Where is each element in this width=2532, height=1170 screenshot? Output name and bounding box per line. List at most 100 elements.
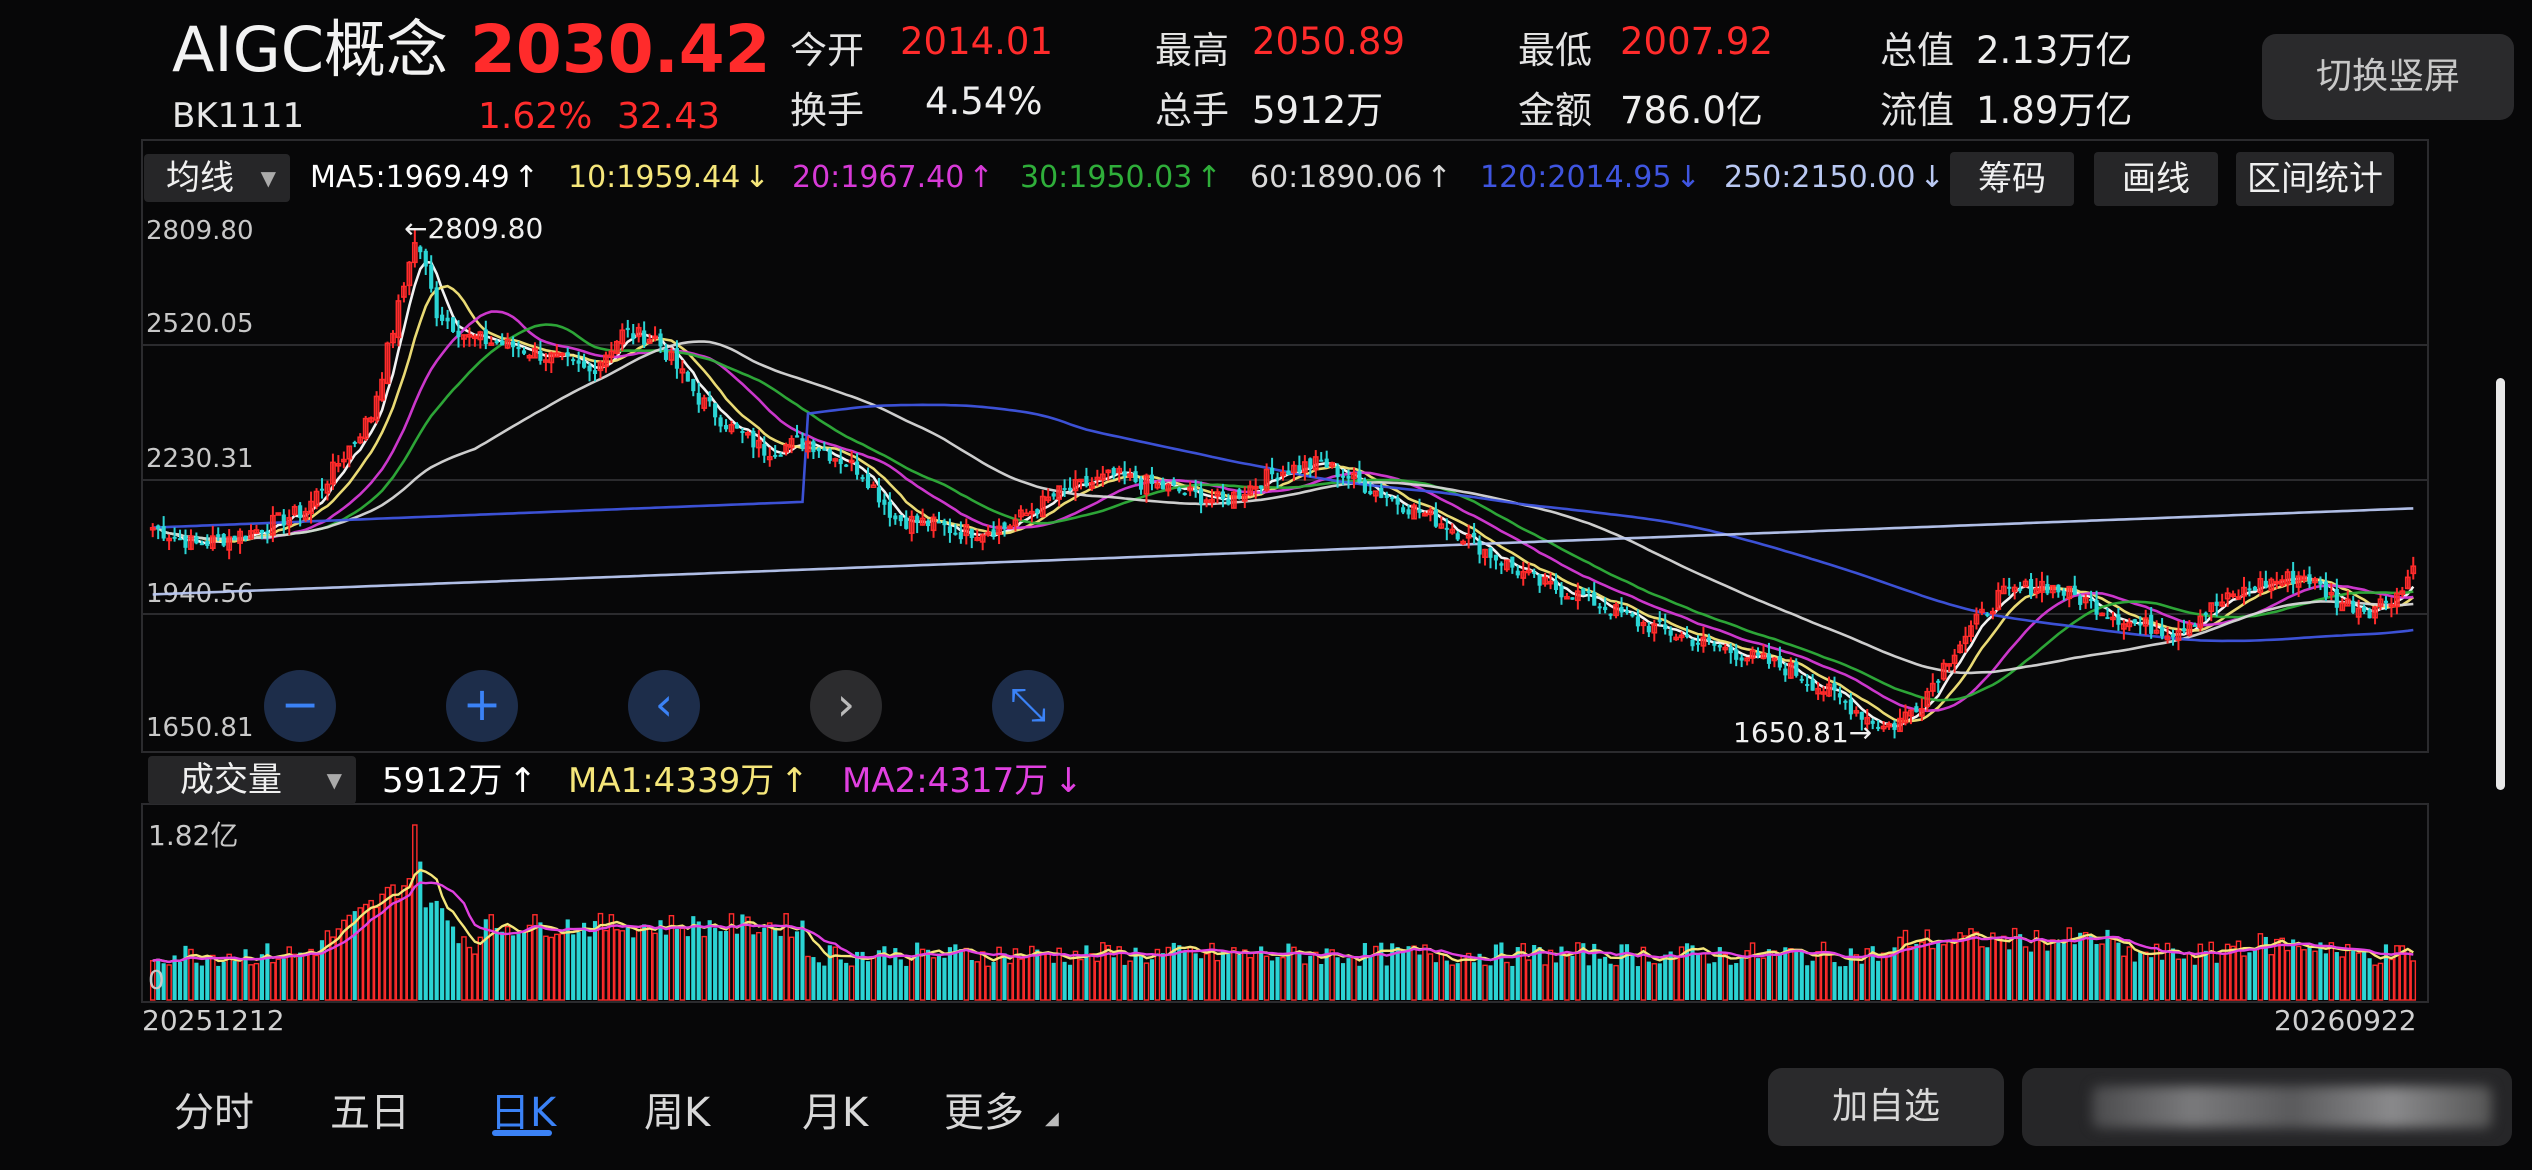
candle-body-down xyxy=(1111,467,1116,476)
candle-body-down xyxy=(450,317,456,332)
volume-bar-down xyxy=(1586,965,1591,1000)
candle-body-up xyxy=(1957,644,1963,654)
candle-body-down xyxy=(2149,614,2154,634)
candle-body-down xyxy=(1062,488,1067,491)
candle-body-up xyxy=(340,458,347,463)
candle-body-down xyxy=(1624,610,1630,613)
volume-bar-down xyxy=(887,965,892,1000)
tab-5[interactable]: 更多 xyxy=(944,1090,1024,1136)
volume-bar-up xyxy=(908,958,915,1001)
volume-bar-down xyxy=(298,952,303,1000)
candles xyxy=(149,230,2417,739)
zoom-out-icon[interactable]: − xyxy=(264,670,336,742)
candle-body-up xyxy=(1039,495,1046,518)
candle-body-down xyxy=(1805,684,1810,687)
chevron-right-icon[interactable]: › xyxy=(810,670,882,742)
volume-bar-up xyxy=(1329,949,1335,1001)
ma-legend-item: MA5:1969.49 ↑ xyxy=(310,158,539,198)
volume-ma-line xyxy=(152,868,2414,964)
volume-bar-down xyxy=(936,953,942,1000)
volume-bar-down xyxy=(642,924,647,1000)
volume-bar-down xyxy=(751,934,756,1000)
volume-bar-up xyxy=(979,951,986,1001)
volume-bar-down xyxy=(1876,960,1881,1000)
volume-bar-down xyxy=(1712,962,1717,1000)
candle-body-up xyxy=(2153,629,2160,634)
candle-body-up xyxy=(1209,498,1215,504)
candle-body-down xyxy=(576,360,581,364)
tab-2[interactable]: 日K xyxy=(490,1090,557,1136)
candle-body-down xyxy=(642,330,647,345)
candle-body-up xyxy=(919,517,926,526)
candle-body-down xyxy=(483,329,488,345)
volume-axis-max: 1.82亿 xyxy=(148,819,239,852)
chart-grid xyxy=(141,139,2429,1003)
candle-body-down xyxy=(2160,627,2165,637)
volume-selector[interactable]: 成交量 ▼ xyxy=(148,756,356,804)
candle-body-down xyxy=(1357,471,1362,482)
volume-bar-up xyxy=(2121,955,2127,1001)
zoom-in-icon[interactable]: + xyxy=(446,670,518,742)
volume-bar-down xyxy=(904,965,909,1000)
tool-button-1[interactable]: 画线 xyxy=(2094,152,2218,206)
volume-bar-down xyxy=(1395,947,1400,1000)
volume-bar-down xyxy=(723,930,729,1000)
candle-body-up xyxy=(1007,525,1013,530)
candle-body-down xyxy=(516,346,521,350)
volume-bar-up xyxy=(1924,929,1931,1001)
scrollbar[interactable] xyxy=(2496,378,2505,790)
volume-bar-down xyxy=(1319,964,1324,1000)
volume-bar-down xyxy=(2334,952,2339,1000)
volume-bar-down xyxy=(1657,963,1662,1000)
volume-bar-down xyxy=(319,940,325,1000)
candle-body-down xyxy=(1379,487,1384,498)
candle-body-down xyxy=(1914,706,1919,713)
candle-body-up xyxy=(2197,615,2204,629)
volume-bar-down xyxy=(1619,944,1624,1000)
tool-button-2[interactable]: 区间统计 xyxy=(2236,152,2394,206)
chevron-left-icon[interactable]: ‹ xyxy=(628,670,700,742)
tab-0[interactable]: 分时 xyxy=(174,1090,254,1136)
candle-body-up xyxy=(2339,602,2346,612)
candle-body-down xyxy=(1444,527,1449,530)
volume-bar-up xyxy=(2164,942,2171,1001)
volume-bar-up xyxy=(226,953,232,1001)
candle-body-up xyxy=(1940,662,1947,680)
candle-body-up xyxy=(974,536,981,542)
trend-arrow-icon: ↑ xyxy=(968,160,994,195)
candle-body-down xyxy=(696,392,701,405)
collapse-icon[interactable]: ⤡ xyxy=(992,670,1064,742)
more-corner-icon: ◢ xyxy=(1045,1108,1059,1129)
volume-bar-down xyxy=(2078,932,2083,1000)
candle-body-up xyxy=(401,285,407,298)
trend-arrow-icon: ↓ xyxy=(1054,761,1083,801)
volume-bar-down xyxy=(1368,956,1373,1000)
candle-body-up xyxy=(1411,504,1417,520)
tab-4[interactable]: 月K xyxy=(802,1090,869,1136)
volume-bar-up xyxy=(1045,953,1051,1001)
switch-portrait-button[interactable]: 切换竖屏 xyxy=(2262,34,2514,120)
candle-body-down xyxy=(773,454,778,457)
volume-bar-down xyxy=(865,961,871,1000)
candle-body-up xyxy=(1263,468,1270,491)
volume-bar-up xyxy=(1089,953,1095,1001)
volume-bar-down xyxy=(1357,965,1362,1000)
candle-body-down xyxy=(221,534,226,546)
tab-3[interactable]: 周K xyxy=(644,1090,711,1136)
volume-bar-down xyxy=(740,914,745,1000)
candle-body-down xyxy=(2105,617,2110,620)
volume-bar-down xyxy=(838,959,843,1000)
tab-1[interactable]: 五日 xyxy=(330,1090,410,1136)
ma-legend-item: 120:2014.95 ↓ xyxy=(1480,158,1701,198)
volume-selector-label: 成交量 xyxy=(180,760,282,800)
candle-body-up xyxy=(1078,478,1084,483)
candle-body-down xyxy=(281,514,286,526)
ma-selector[interactable]: 均线 ▼ xyxy=(144,154,290,202)
trade-button-obscured[interactable] xyxy=(2022,1068,2512,1146)
tool-button-0[interactable]: 筹码 xyxy=(1950,152,2074,206)
add-watchlist-button[interactable]: 加自选 xyxy=(1768,1068,2004,1146)
volume-legend-item: MA2:4317万 ↓ xyxy=(842,758,1083,804)
volume-bar-down xyxy=(1171,942,1176,1000)
candle-body-down xyxy=(1592,592,1597,606)
